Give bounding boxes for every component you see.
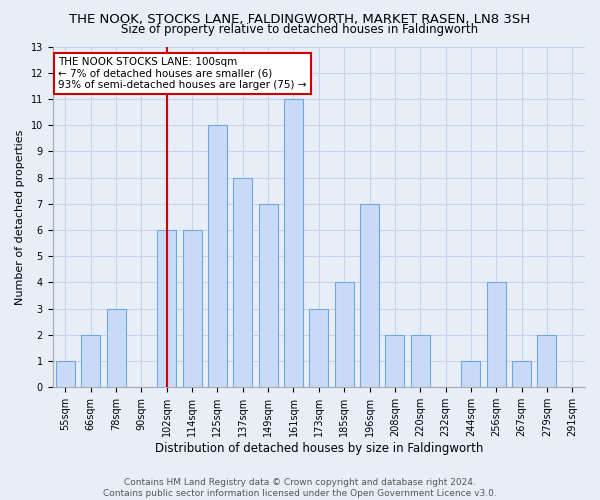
Bar <box>360 204 379 388</box>
Bar <box>284 99 303 388</box>
Bar <box>81 335 100 388</box>
Bar <box>461 361 481 388</box>
Bar <box>538 335 556 388</box>
Text: Size of property relative to detached houses in Faldingworth: Size of property relative to detached ho… <box>121 22 479 36</box>
Text: THE NOOK, STOCKS LANE, FALDINGWORTH, MARKET RASEN, LN8 3SH: THE NOOK, STOCKS LANE, FALDINGWORTH, MAR… <box>70 12 530 26</box>
Bar <box>335 282 353 388</box>
Bar <box>512 361 531 388</box>
Bar <box>157 230 176 388</box>
Bar <box>107 308 125 388</box>
Text: Contains HM Land Registry data © Crown copyright and database right 2024.
Contai: Contains HM Land Registry data © Crown c… <box>103 478 497 498</box>
Bar <box>208 125 227 388</box>
Bar <box>233 178 252 388</box>
Text: THE NOOK STOCKS LANE: 100sqm
← 7% of detached houses are smaller (6)
93% of semi: THE NOOK STOCKS LANE: 100sqm ← 7% of det… <box>58 56 307 90</box>
Bar <box>411 335 430 388</box>
Bar <box>487 282 506 388</box>
Bar <box>310 308 328 388</box>
Bar <box>56 361 75 388</box>
Bar <box>182 230 202 388</box>
Bar <box>385 335 404 388</box>
X-axis label: Distribution of detached houses by size in Faldingworth: Distribution of detached houses by size … <box>155 442 483 455</box>
Y-axis label: Number of detached properties: Number of detached properties <box>15 129 25 304</box>
Bar <box>259 204 278 388</box>
